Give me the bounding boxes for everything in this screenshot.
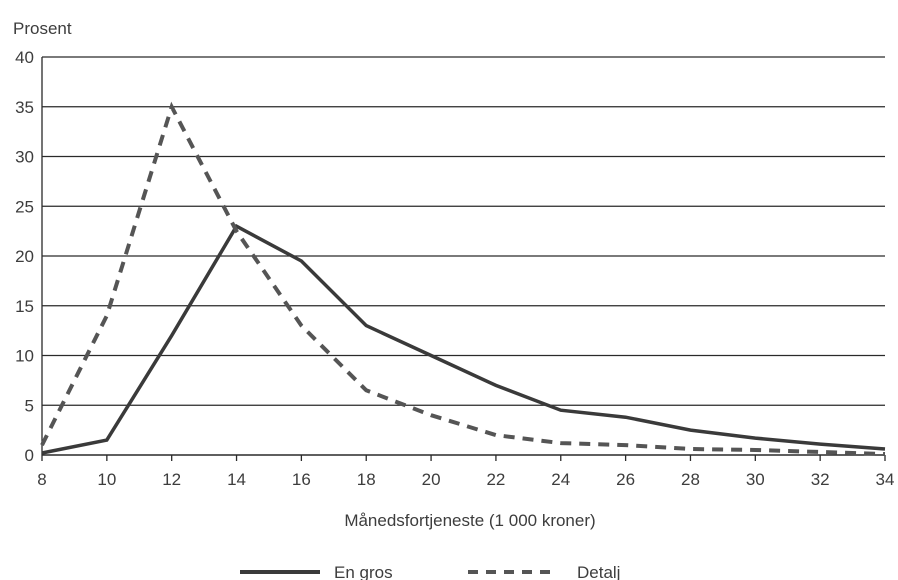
x-tick-labels: 8 10 12 14 16 18 20 22 24 26 28 30 32 34 (37, 455, 894, 489)
y-tick-label: 40 (15, 48, 34, 67)
x-tick-label: 32 (811, 470, 830, 489)
x-tick-label: 24 (551, 470, 570, 489)
series-line-en-gros (41, 223, 886, 455)
x-tick-label: 30 (746, 470, 765, 489)
x-tick-label: 18 (357, 470, 376, 489)
x-tick-label: 20 (422, 470, 441, 489)
x-axis-title: Månedsfortjeneste (1 000 kroner) (344, 511, 595, 530)
y-tick-label: 25 (15, 197, 34, 216)
x-tick-label: 16 (292, 470, 311, 489)
x-tick-label: 22 (486, 470, 505, 489)
x-tick-label: 28 (681, 470, 700, 489)
y-axis-title: Prosent (13, 19, 72, 38)
x-tick-label: 34 (876, 470, 895, 489)
y-tick-label: 35 (15, 98, 34, 117)
y-tick-label: 15 (15, 297, 34, 316)
x-tick-label: 14 (227, 470, 246, 489)
x-tick-label: 12 (162, 470, 181, 489)
legend-label-en-gros: En gros (334, 563, 393, 580)
y-tick-label: 5 (25, 396, 34, 415)
grid-lines (41, 56, 885, 456)
x-tick-label: 8 (37, 470, 46, 489)
y-tick-labels: 0 5 10 15 20 25 30 35 40 (15, 48, 34, 465)
x-tick-label: 10 (97, 470, 116, 489)
series-line-detalj (40, 101, 886, 456)
y-tick-label: 10 (15, 347, 34, 366)
legend: En gros Detalj (240, 563, 620, 580)
legend-label-detalj: Detalj (577, 563, 620, 580)
y-tick-label: 30 (15, 148, 34, 167)
x-tick-label: 26 (616, 470, 635, 489)
y-tick-label: 20 (15, 247, 34, 266)
series-layer (40, 101, 886, 456)
y-tick-label: 0 (25, 446, 34, 465)
